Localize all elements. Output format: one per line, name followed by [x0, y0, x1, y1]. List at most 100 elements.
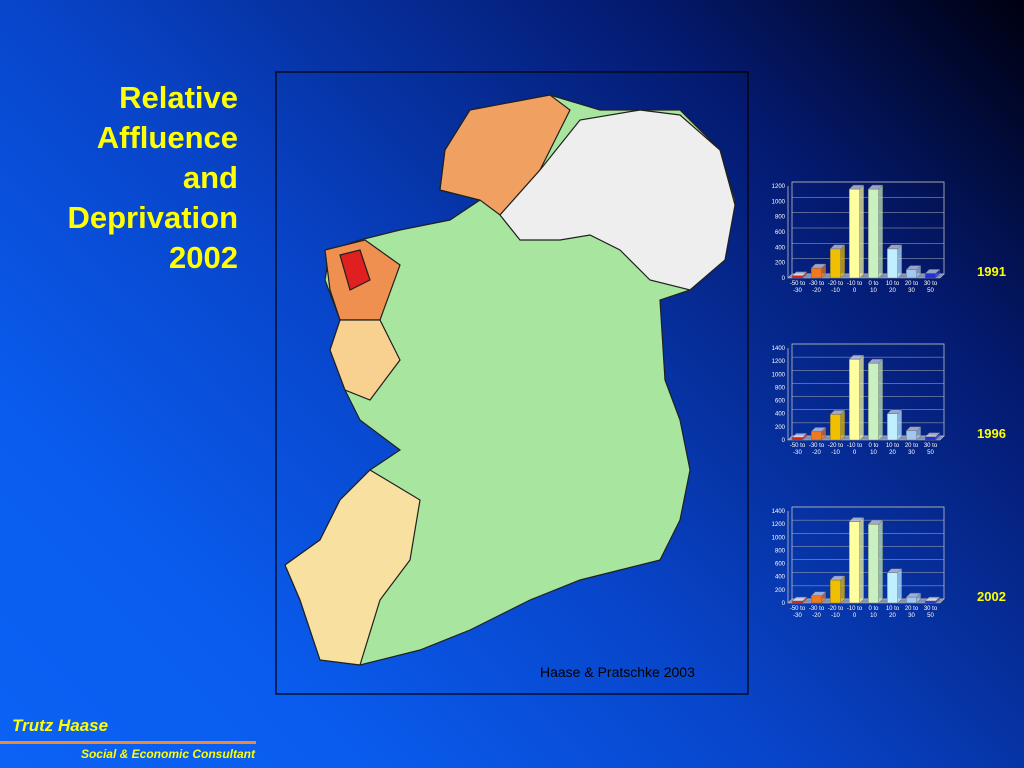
bar-side — [897, 409, 902, 441]
y-tick-label: 0 — [782, 276, 786, 282]
bar-cap — [829, 575, 846, 581]
bar-cap — [886, 244, 903, 250]
map — [284, 94, 736, 666]
y-tick-label: 800 — [775, 548, 786, 554]
bar-side — [878, 519, 883, 604]
bar-side — [840, 575, 845, 604]
footer-role: Social & Economic Consultant — [80, 747, 255, 761]
bar-cap — [867, 184, 884, 190]
bar — [849, 188, 860, 279]
bar — [887, 572, 898, 604]
x-tick-label: -30 to -20 — [808, 443, 825, 456]
bar — [830, 579, 841, 604]
bar-cap — [829, 244, 846, 250]
bar-cap — [791, 271, 808, 276]
x-tick-label: 20 to 30 — [904, 606, 919, 619]
bar-cap — [810, 427, 827, 432]
chart-label: 1996 — [977, 426, 1006, 441]
x-tick-label: 20 to 30 — [904, 281, 919, 294]
region-south-west — [284, 469, 421, 666]
x-tick-label: 10 to 20 — [885, 281, 900, 294]
bar-side — [878, 358, 883, 441]
y-tick-label: 200 — [775, 425, 786, 431]
bar-cap — [905, 592, 922, 598]
bar — [887, 248, 898, 279]
bar-side — [897, 244, 902, 279]
bar-cap — [867, 519, 884, 525]
bar-cap — [905, 426, 922, 431]
footer-name: Trutz Haase — [12, 716, 109, 735]
region-west — [329, 319, 401, 401]
bar — [830, 414, 841, 441]
bar — [906, 430, 917, 441]
bar — [906, 269, 917, 279]
y-tick-label: 800 — [775, 385, 786, 391]
bar-cap — [829, 410, 846, 415]
bar-cap — [848, 184, 865, 190]
bar-cap — [905, 265, 922, 270]
chart-label: 1991 — [977, 264, 1006, 279]
bar-cap — [867, 358, 884, 364]
bar — [887, 413, 898, 441]
x-tick-label: -10 to 0 — [846, 281, 863, 294]
bar — [811, 431, 822, 441]
bar — [925, 600, 936, 604]
title-line: Affluence — [96, 120, 238, 155]
bar — [811, 267, 822, 279]
bar — [868, 188, 879, 279]
bar — [906, 596, 917, 604]
y-tick-label: 400 — [775, 245, 786, 251]
title-line: and — [182, 160, 238, 195]
x-tick-label: -50 to -30 — [789, 606, 806, 619]
bar-cap — [810, 263, 827, 269]
bar — [849, 521, 860, 604]
bar-side — [859, 354, 864, 441]
y-tick-label: 600 — [775, 562, 786, 568]
y-tick-label: 1400 — [772, 346, 786, 352]
x-tick-label: 10 to 20 — [885, 606, 900, 619]
bar-side — [859, 184, 864, 279]
y-tick-label: 200 — [775, 261, 786, 267]
x-tick-label: 30 to 50 — [923, 443, 938, 456]
bar-side — [840, 409, 845, 441]
bar — [792, 600, 803, 604]
x-tick-label: -50 to -30 — [789, 443, 806, 456]
x-tick-label: -20 to -10 — [827, 606, 844, 619]
bar — [792, 275, 803, 279]
bar — [792, 437, 803, 441]
x-tick-label: -10 to 0 — [846, 606, 863, 619]
bar-cap — [791, 596, 808, 602]
title-line: 2002 — [169, 240, 238, 275]
y-tick-label: 0 — [782, 438, 786, 444]
bar — [868, 362, 879, 441]
x-tick-label: -20 to -10 — [827, 443, 844, 456]
y-tick-label: 1200 — [772, 359, 786, 365]
bar-cap — [886, 568, 903, 573]
y-tick-label: 1000 — [772, 535, 786, 541]
y-tick-label: 1000 — [772, 372, 786, 378]
plot-wall — [791, 506, 945, 600]
x-tick-label: 0 to 10 — [868, 281, 879, 294]
y-tick-label: 400 — [775, 412, 786, 418]
plot-wall — [791, 343, 945, 437]
bar-cap — [791, 433, 808, 438]
bar-cap — [924, 269, 941, 274]
bar-side — [878, 184, 883, 279]
bar — [925, 273, 936, 279]
x-tick-label: -30 to -20 — [808, 281, 825, 294]
bar — [868, 523, 879, 604]
bar-cap — [924, 432, 941, 437]
chart-label: 2002 — [977, 589, 1006, 604]
bar-cap — [848, 354, 865, 360]
slide-title: Relative Affluence and Deprivation 2002 — [67, 78, 238, 278]
title-line: Deprivation — [67, 200, 238, 235]
y-tick-label: 1200 — [772, 184, 786, 190]
map-frame — [275, 71, 749, 695]
x-tick-label: 0 to 10 — [868, 443, 879, 456]
x-tick-label: 0 to 10 — [868, 606, 879, 619]
bar — [849, 358, 860, 441]
y-tick-label: 0 — [782, 601, 786, 607]
x-tick-label: 10 to 20 — [885, 443, 900, 456]
